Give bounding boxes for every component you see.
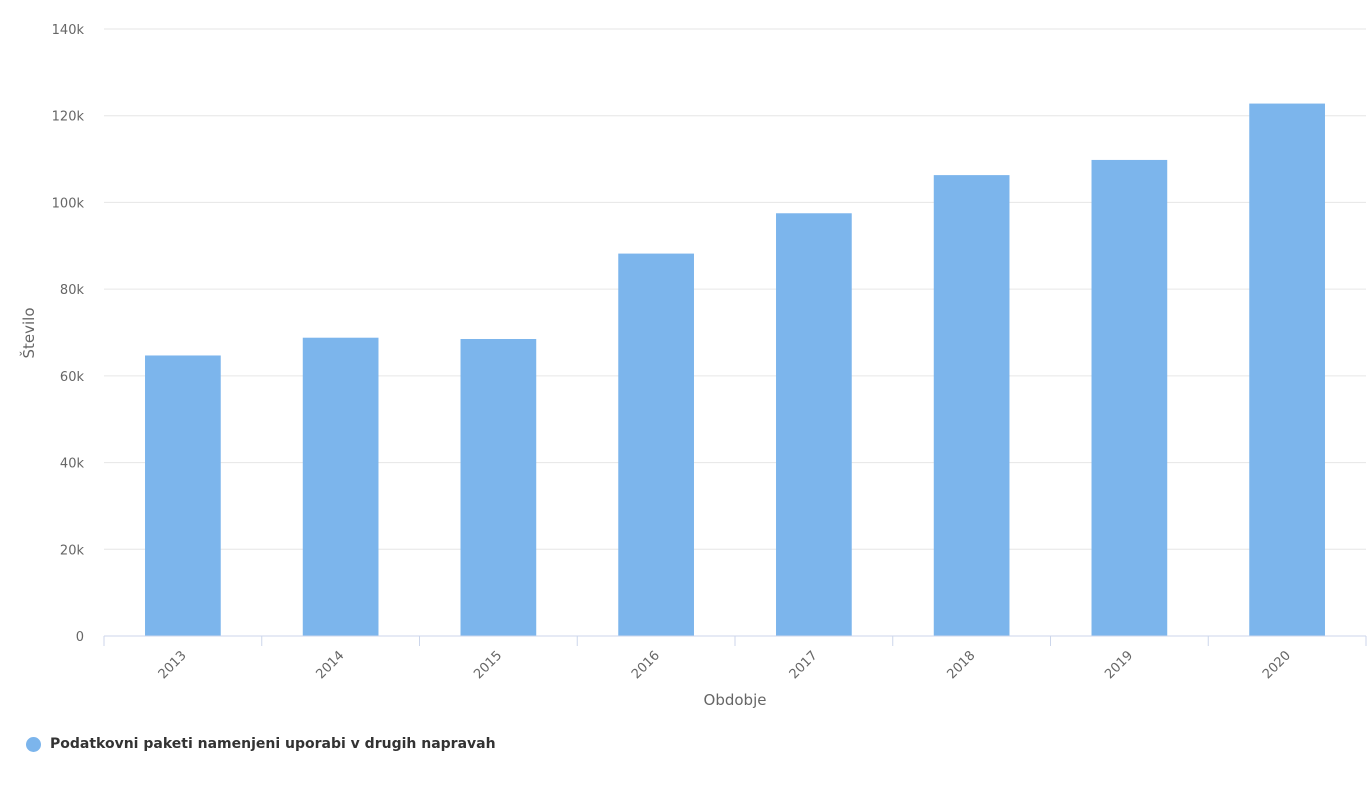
- x-tick-label: 2020: [1260, 648, 1294, 682]
- x-tick-label: 2013: [156, 648, 190, 682]
- y-axis-title: Število: [19, 307, 38, 358]
- x-axis-title: Obdobje: [704, 691, 767, 709]
- bar[interactable]: [302, 337, 379, 636]
- gridlines: [104, 28, 1366, 550]
- bar[interactable]: [1249, 103, 1325, 637]
- bar[interactable]: [145, 355, 221, 636]
- x-tick-label: 2017: [787, 648, 821, 682]
- y-tick-label: 120k: [52, 110, 85, 125]
- y-tick-label: 80k: [60, 283, 85, 298]
- axes: 0 20k 40k 60k 80k 100k 120k 140k 2013 2014 2015 201…: [52, 23, 1367, 682]
- bar[interactable]: [776, 213, 852, 636]
- bar[interactable]: [618, 253, 694, 636]
- y-tick-label: 140k: [52, 23, 85, 38]
- y-tick-label: 40k: [60, 457, 85, 472]
- bars: [145, 103, 1325, 637]
- y-tick-label: 60k: [60, 370, 85, 385]
- x-tick-label: 2015: [471, 648, 505, 682]
- legend-marker-icon: [26, 736, 41, 752]
- bar[interactable]: [933, 175, 1010, 636]
- x-tick-label: 2018: [944, 648, 978, 682]
- bar[interactable]: [1091, 159, 1168, 636]
- y-tick-label: 100k: [52, 196, 85, 211]
- y-tick-label: 0: [76, 630, 84, 645]
- legend-item[interactable]: Podatkovni paketi namenjeni uporabi v dr…: [26, 736, 496, 752]
- legend-label: Podatkovni paketi namenjeni uporabi v dr…: [50, 736, 496, 752]
- bar[interactable]: [460, 339, 537, 636]
- x-tick-label: 2016: [629, 648, 663, 682]
- x-tick-label: 2014: [313, 648, 347, 682]
- y-tick-label: 20k: [60, 543, 85, 558]
- x-tick-label: 2019: [1102, 648, 1136, 682]
